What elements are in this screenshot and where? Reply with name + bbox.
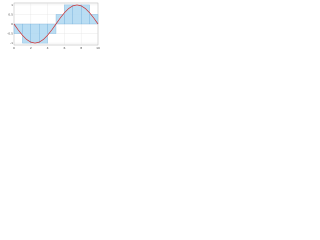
x-tick-label: 6 xyxy=(63,46,65,50)
x-tick-label: 2 xyxy=(30,46,32,50)
x-tick-label: 0 xyxy=(13,46,15,50)
x-tick-label: 4 xyxy=(47,46,49,50)
bar xyxy=(39,23,48,44)
chart: -1-0.500.510 2 4 6 8 10 xyxy=(7,2,100,50)
bar xyxy=(47,23,57,34)
bar xyxy=(30,23,40,44)
x-tick-label: 8 xyxy=(80,46,82,50)
bar xyxy=(72,4,82,25)
bar xyxy=(89,14,99,25)
line xyxy=(13,4,99,44)
y-tick-label: 1 xyxy=(11,3,13,7)
bar xyxy=(22,23,31,44)
y-tick-label: -1 xyxy=(10,41,13,45)
bar xyxy=(81,4,90,25)
y-tick-label: 0.5 xyxy=(8,12,13,16)
x-tick-label: 10 xyxy=(96,46,100,50)
y-tick-label: -0.5 xyxy=(7,32,13,36)
y-tick-label: 0 xyxy=(11,22,13,26)
bar xyxy=(64,4,73,25)
